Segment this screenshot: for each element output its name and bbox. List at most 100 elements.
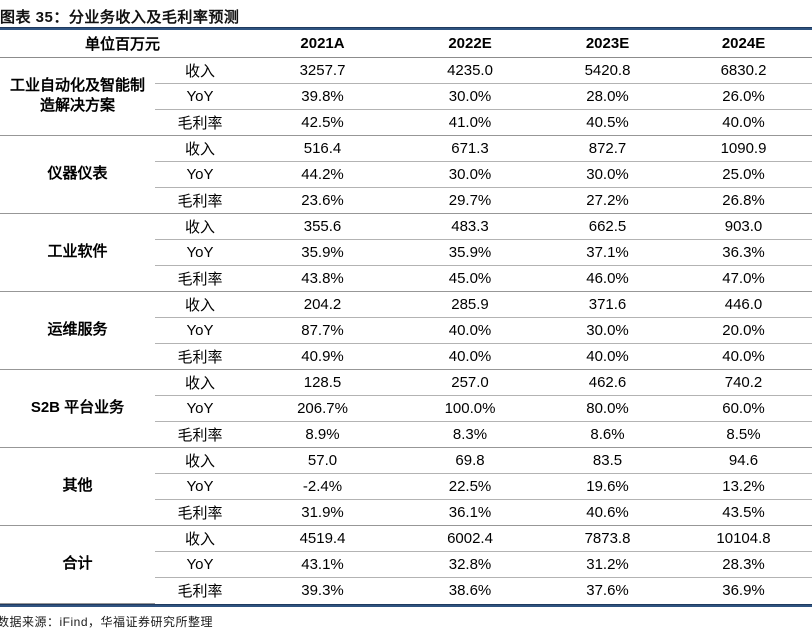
year-header-2023e: 2023E xyxy=(540,30,676,58)
bottom-rule xyxy=(0,603,812,607)
metric-label: 收入 xyxy=(155,213,246,240)
segment-name: 运维服务 xyxy=(0,291,155,370)
value-cell: 128.5 xyxy=(245,369,401,396)
segment-name: 合计 xyxy=(0,525,155,604)
metric-label: YoY xyxy=(155,551,246,578)
value-cell: 40.5% xyxy=(540,109,676,136)
value-cell: 740.2 xyxy=(675,369,812,396)
table-row: YoY 35.9% 35.9% 37.1% 36.3% xyxy=(0,239,812,266)
metric-label: YoY xyxy=(155,83,246,110)
value-cell: 7873.8 xyxy=(540,525,676,552)
value-cell: 42.5% xyxy=(245,109,401,136)
table-row: YoY 206.7% 100.0% 80.0% 60.0% xyxy=(0,395,812,422)
value-cell: -2.4% xyxy=(245,473,401,500)
value-cell: 355.6 xyxy=(245,213,401,240)
value-cell: 28.0% xyxy=(540,83,676,110)
table-row: 其他 收入 57.0 69.8 83.5 94.6 xyxy=(0,447,812,526)
value-cell: 26.0% xyxy=(675,83,812,110)
table-row: 毛利率 43.8% 45.0% 46.0% 47.0% xyxy=(0,265,812,292)
data-source-note: 数据来源：iFind，华福证券研究所整理 xyxy=(0,614,214,629)
figure-title: 图表 35：分业务收入及毛利率预测 xyxy=(0,9,240,26)
value-cell: 41.0% xyxy=(400,109,541,136)
metric-label: 毛利率 xyxy=(155,265,246,292)
value-cell: 40.0% xyxy=(675,343,812,370)
value-cell: 13.2% xyxy=(675,473,812,500)
value-cell: 257.0 xyxy=(400,369,541,396)
table-row: 仪器仪表 收入 516.4 671.3 872.7 1090.9 xyxy=(0,135,812,214)
value-cell: 462.6 xyxy=(540,369,676,396)
top-rule xyxy=(0,27,812,30)
table-row: YoY 44.2% 30.0% 30.0% 25.0% xyxy=(0,161,812,188)
table-row: 合计 收入 4519.4 6002.4 7873.8 10104.8 xyxy=(0,525,812,604)
metric-label: YoY xyxy=(155,473,246,500)
value-cell: 446.0 xyxy=(675,291,812,318)
value-cell: 40.9% xyxy=(245,343,401,370)
value-cell: 57.0 xyxy=(245,447,401,474)
metric-label: YoY xyxy=(155,239,246,266)
segment-name: 工业自动化及智能制造解决方案 xyxy=(0,57,155,136)
segment-name: S2B 平台业务 xyxy=(0,369,155,448)
value-cell: 40.6% xyxy=(540,499,676,526)
value-cell: 516.4 xyxy=(245,135,401,162)
value-cell: 69.8 xyxy=(400,447,541,474)
value-cell: 3257.7 xyxy=(245,57,401,84)
metric-label: 毛利率 xyxy=(155,499,246,526)
value-cell: 872.7 xyxy=(540,135,676,162)
table-row: YoY 43.1% 32.8% 31.2% 28.3% xyxy=(0,551,812,578)
value-cell: 45.0% xyxy=(400,265,541,292)
table-body: 工业自动化及智能制造解决方案 收入 3257.7 4235.0 5420.8 6830.2… xyxy=(0,57,812,604)
table-header: 单位百万元 2021A 2022E 2023E 2024E xyxy=(0,30,812,58)
segment-name: 仪器仪表 xyxy=(0,135,155,214)
value-cell: 40.0% xyxy=(400,317,541,344)
value-cell: 25.0% xyxy=(675,161,812,188)
table-row: YoY 87.7% 40.0% 30.0% 20.0% xyxy=(0,317,812,344)
table-row: 工业软件 收入 355.6 483.3 662.5 903.0 xyxy=(0,213,812,292)
value-cell: 1090.9 xyxy=(675,135,812,162)
value-cell: 4235.0 xyxy=(400,57,541,84)
value-cell: 29.7% xyxy=(400,187,541,214)
value-cell: 31.2% xyxy=(540,551,676,578)
value-cell: 43.5% xyxy=(675,499,812,526)
value-cell: 30.0% xyxy=(540,161,676,188)
value-cell: 662.5 xyxy=(540,213,676,240)
segment-name: 工业软件 xyxy=(0,213,155,292)
value-cell: 40.0% xyxy=(540,343,676,370)
value-cell: 8.5% xyxy=(675,421,812,448)
value-cell: 285.9 xyxy=(400,291,541,318)
value-cell: 6002.4 xyxy=(400,525,541,552)
metric-label: 收入 xyxy=(155,57,246,84)
value-cell: 38.6% xyxy=(448,581,492,599)
value-cell: 60.0% xyxy=(675,395,812,422)
value-cell: 35.9% xyxy=(245,239,401,266)
metric-label: YoY xyxy=(155,395,246,422)
value-cell: 8.3% xyxy=(400,421,541,448)
value-cell: 100.0% xyxy=(400,395,541,422)
value-cell: 371.6 xyxy=(540,291,676,318)
year-header-2022e: 2022E xyxy=(400,30,541,58)
table-row: YoY 39.8% 30.0% 28.0% 26.0% xyxy=(0,83,812,110)
table-row: 运维服务 收入 204.2 285.9 371.6 446.0 xyxy=(0,291,812,370)
metric-label: 收入 xyxy=(155,447,246,474)
value-cell: 31.9% xyxy=(245,499,401,526)
value-cell: 206.7% xyxy=(245,395,401,422)
table-row: YoY -2.4% 22.5% 19.6% 13.2% xyxy=(0,473,812,500)
value-cell: 8.9% xyxy=(245,421,401,448)
value-cell: 671.3 xyxy=(400,135,541,162)
metric-label: 毛利率 xyxy=(155,421,246,448)
value-cell: 43.8% xyxy=(245,265,401,292)
value-cell: 8.6% xyxy=(540,421,676,448)
value-cell: 30.0% xyxy=(400,161,541,188)
value-cell: 28.3% xyxy=(675,551,812,578)
value-cell: 483.3 xyxy=(400,213,541,240)
value-cell: 44.2% xyxy=(245,161,401,188)
value-cell: 39.3% xyxy=(301,581,344,599)
unit-label-header: 单位百万元 xyxy=(0,30,246,58)
table-row: 毛利率 8.9% 8.3% 8.6% 8.5% xyxy=(0,421,812,448)
value-cell: 30.0% xyxy=(400,83,541,110)
value-cell: 46.0% xyxy=(540,265,676,292)
value-cell: 80.0% xyxy=(540,395,676,422)
value-cell: 40.0% xyxy=(675,109,812,136)
value-cell: 87.7% xyxy=(245,317,401,344)
value-cell: 43.1% xyxy=(245,551,401,578)
